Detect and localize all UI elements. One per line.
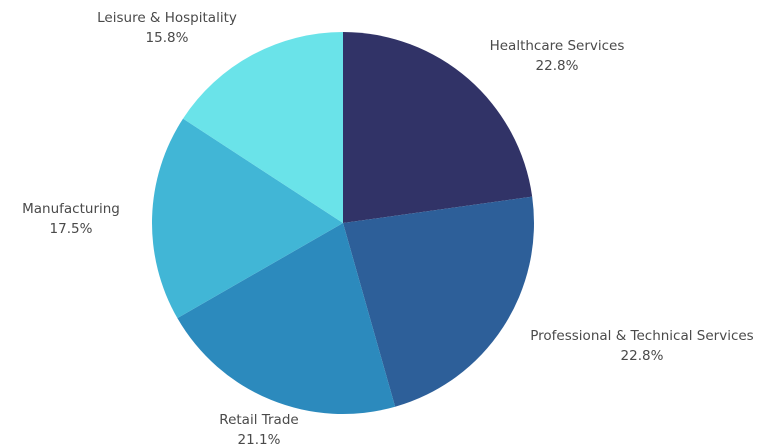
slice-value-leisure-hospitality: 15.8%	[146, 30, 189, 46]
slice-label-manufacturing: Manufacturing	[22, 201, 120, 217]
pie-slice-leisure-hospitality	[183, 32, 343, 223]
slice-label-healthcare-services: Healthcare Services	[490, 38, 625, 54]
pie-slice-healthcare-services	[343, 32, 533, 223]
pie-slice-professional-technical-services	[343, 196, 535, 407]
pie-slice-manufacturing	[152, 118, 343, 319]
slice-label-retail-trade: Retail Trade	[219, 412, 298, 428]
slice-label-leisure-hospitality: Leisure & Hospitality	[97, 10, 237, 26]
slice-value-healthcare-services: 22.8%	[536, 58, 579, 74]
slice-value-professional-technical-services: 22.8%	[621, 348, 664, 364]
slice-value-retail-trade: 21.1%	[238, 432, 281, 448]
slice-value-manufacturing: 17.5%	[50, 221, 93, 237]
slice-label-professional-technical-services: Professional & Technical Services	[530, 328, 753, 344]
pie-slice-retail-trade	[177, 223, 396, 415]
